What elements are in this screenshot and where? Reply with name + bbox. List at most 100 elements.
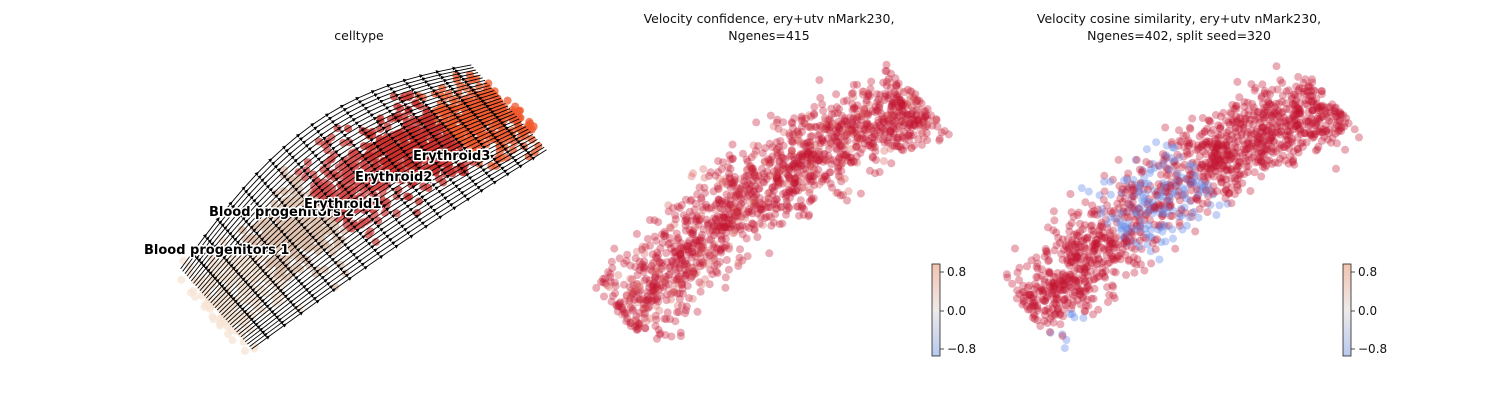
cell-point (1203, 208, 1212, 217)
cell-point (632, 312, 641, 321)
cell-point (749, 141, 758, 150)
cell-point (725, 242, 734, 251)
cell-point (1060, 344, 1069, 353)
cell-point (714, 185, 723, 194)
cell-point (904, 110, 913, 119)
cell-point (890, 88, 899, 96)
cell-point (614, 300, 623, 309)
cell-point (901, 114, 910, 123)
cell-point (1063, 294, 1072, 302)
panel2-colorbar-tick-top: 0.8 (947, 265, 966, 279)
cell-point (861, 133, 870, 142)
cell-point (681, 221, 690, 230)
cell-point (678, 280, 687, 289)
cell-point (868, 123, 877, 132)
cell-point (649, 282, 658, 291)
cell-point (914, 118, 922, 127)
cell-point (798, 152, 807, 161)
cell-point (620, 259, 629, 268)
cell-point (789, 130, 798, 139)
cell-point (757, 212, 766, 221)
cell-point (1249, 111, 1258, 120)
cell-point (741, 210, 750, 219)
cell-point (914, 116, 923, 125)
cell-point (702, 253, 711, 262)
cell-point (840, 174, 849, 183)
cell-point (773, 149, 782, 158)
cell-point (1225, 135, 1234, 144)
cell-point (204, 293, 213, 302)
cell-point (742, 165, 751, 174)
cell-point (649, 287, 658, 296)
cell-point (893, 135, 902, 144)
cell-point (718, 243, 727, 252)
cell-point (901, 141, 910, 150)
cell-point (1076, 300, 1085, 309)
cell-point (620, 280, 628, 289)
cell-point (735, 203, 744, 211)
cell-point (787, 118, 796, 127)
cell-point (788, 160, 797, 169)
cell-point (815, 142, 824, 151)
cell-point (912, 97, 921, 105)
cell-point (628, 289, 637, 298)
cell-point (1212, 211, 1221, 219)
cell-point (870, 130, 879, 139)
cell-point (921, 122, 930, 131)
cell-point (693, 307, 702, 316)
cell-point (650, 288, 659, 297)
cell-point (899, 88, 908, 96)
cell-point (1108, 175, 1117, 184)
cell-point (654, 251, 663, 260)
cell-point (834, 162, 843, 170)
cell-point (699, 242, 708, 251)
cell-point (785, 186, 794, 195)
cell-point (641, 296, 650, 305)
cell-point (1256, 156, 1265, 165)
cell-point (724, 244, 733, 253)
cell-point (1192, 146, 1201, 154)
cell-point (833, 132, 842, 141)
cell-point (687, 253, 696, 262)
cell-point (852, 143, 861, 151)
cell-point (671, 253, 680, 262)
cell-point (1081, 244, 1090, 253)
cell-point (879, 135, 888, 144)
cell-point (640, 314, 649, 322)
cell-point (878, 115, 886, 124)
cell-point (790, 130, 799, 139)
cell-point (804, 148, 813, 157)
cell-point (1073, 296, 1082, 304)
cell-point (688, 294, 697, 303)
cell-point (1180, 190, 1189, 199)
cell-point (821, 116, 830, 125)
cell-point (696, 262, 705, 271)
cell-point (879, 78, 888, 87)
cell-point (730, 191, 738, 200)
cell-point (804, 212, 813, 221)
cell-point (1292, 106, 1301, 114)
cell-point (708, 270, 717, 279)
cell-point (676, 328, 685, 337)
cell-point (683, 269, 692, 278)
cell-point (658, 274, 667, 283)
cell-point (881, 124, 890, 133)
cell-point (764, 155, 773, 164)
cell-point (721, 210, 730, 219)
cell-point (1173, 169, 1182, 178)
cell-point (897, 96, 906, 105)
cell-point (812, 170, 821, 178)
cell-point (864, 141, 873, 150)
cell-point (1330, 110, 1339, 118)
cell-point (1070, 266, 1079, 275)
cell-point (720, 222, 729, 231)
cell-point (759, 169, 768, 178)
cell-point (645, 283, 653, 292)
cell-point (732, 208, 741, 217)
cell-point (1062, 286, 1071, 295)
cell-point (858, 109, 867, 118)
cell-point (1132, 155, 1141, 164)
cell-point (1233, 180, 1242, 189)
cell-point (808, 151, 816, 160)
cell-point (907, 143, 916, 152)
